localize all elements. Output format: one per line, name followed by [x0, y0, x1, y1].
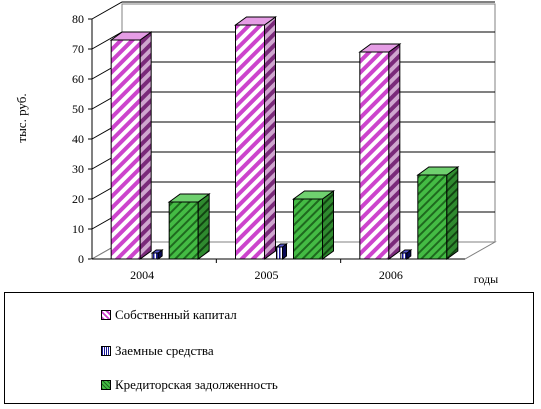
legend-item-borrowed-funds: Заемные средства [101, 343, 214, 359]
bar-borrowed-funds-2004 [150, 249, 164, 260]
y-tick-label: 10 [72, 222, 84, 236]
legend-swatch-accounts-payable [101, 380, 111, 390]
x-axis-label: годы [474, 272, 498, 286]
legend-item-accounts-payable: Кредиторская задолженность [101, 377, 278, 393]
legend-label-borrowed-funds: Заемные средства [115, 343, 214, 358]
bar-borrowed-funds-2005 [275, 243, 288, 260]
y-tick-label: 0 [78, 252, 84, 266]
y-tick-label: 70 [72, 42, 84, 56]
y-tick-label: 50 [72, 102, 84, 116]
y-tick-label: 80 [72, 12, 84, 26]
x-tick-label: 2006 [379, 268, 403, 282]
legend: Собственный капитал Заемные средства Кре… [4, 292, 534, 404]
legend-label-own-capital: Собственный капитал [115, 307, 237, 322]
y-tick-label: 60 [72, 72, 84, 86]
gridline [91, 1, 495, 20]
legend-label-accounts-payable: Кредиторская задолженность [115, 377, 278, 392]
y-tick-label: 40 [72, 132, 84, 146]
legend-item-own-capital: Собственный капитал [101, 307, 237, 323]
bar-accounts-payable-2006 [416, 166, 460, 260]
y-axis-label: тыс. руб. [14, 93, 29, 143]
bar-chart: 0 10 20 30 40 50 60 70 80 2004 2005 2006 годы [72, 1, 498, 286]
y-tick-label: 30 [72, 162, 84, 176]
bar-own-capital-2006 [358, 43, 402, 260]
y-tick-label: 20 [72, 192, 84, 206]
bar-own-capital-2004 [109, 31, 153, 260]
legend-swatch-own-capital [101, 310, 111, 320]
x-tick-label: 2005 [255, 268, 279, 282]
bar-accounts-payable-2004 [167, 193, 211, 260]
x-tick-label: 2004 [130, 268, 154, 282]
legend-swatch-borrowed-funds [101, 346, 111, 356]
bar-borrowed-funds-2006 [399, 249, 413, 260]
bar-accounts-payable-2005 [291, 190, 336, 260]
bar-own-capital-2005 [233, 16, 278, 260]
